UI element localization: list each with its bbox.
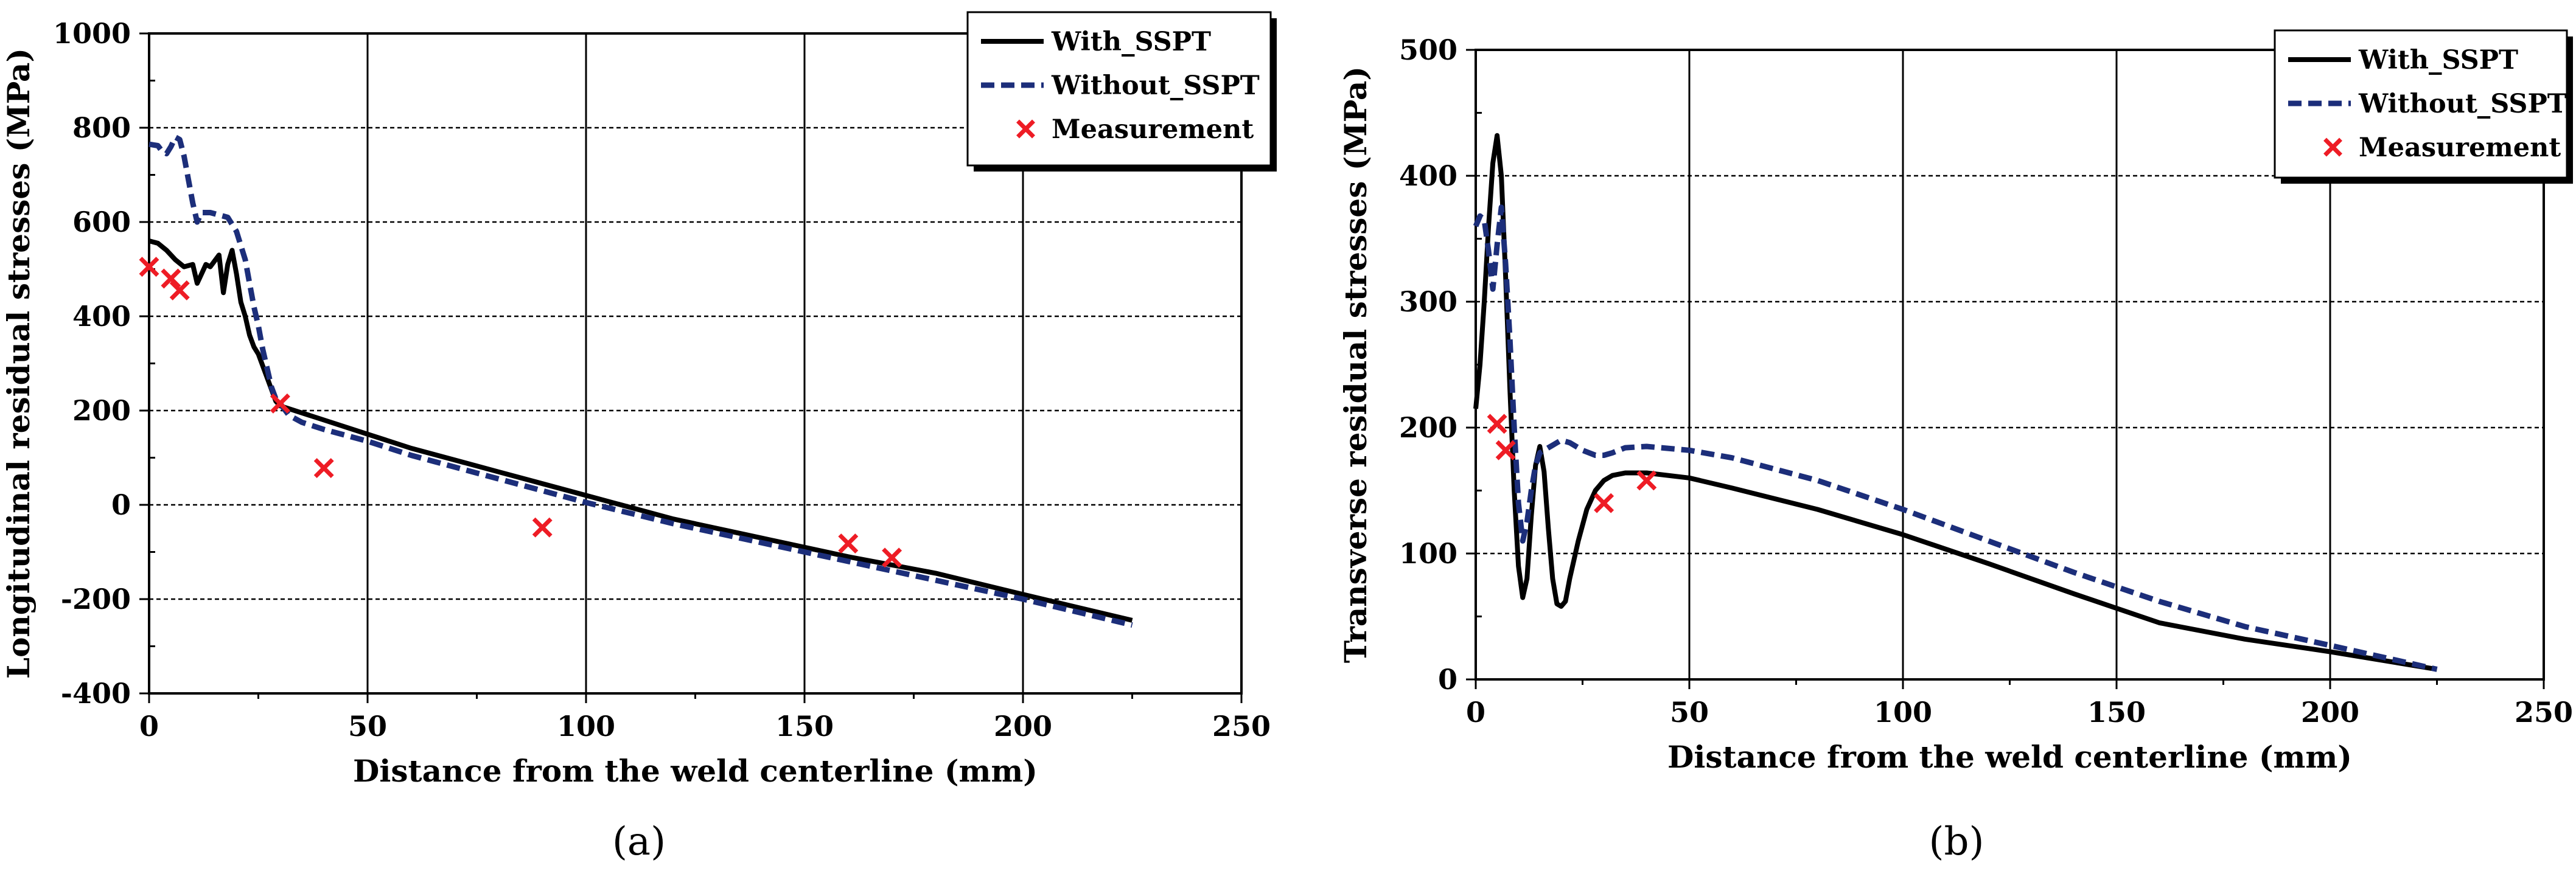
x-tick-label: 200 [994, 710, 1052, 743]
plot-frame [148, 32, 1243, 695]
x-tick-label: 250 [1212, 710, 1271, 743]
legend-marker-symbol [1016, 119, 1035, 139]
measurement-marker [1594, 493, 1614, 513]
measurement-marker [161, 268, 181, 289]
x-tick-label: 50 [348, 710, 387, 743]
legend-box [2274, 29, 2568, 179]
legend-label: Measurement [1052, 114, 1254, 145]
y-tick-label: 0 [1438, 663, 1457, 696]
series-with-sspt-line [148, 238, 1133, 623]
legend-marker-symbol [2323, 137, 2342, 157]
legend-label: With_SSPT [2358, 45, 2518, 75]
panel-label: (a) [612, 819, 666, 864]
y-tick-label: 800 [72, 111, 131, 144]
measurement-marker [1636, 470, 1657, 491]
measurement-marker [882, 547, 902, 568]
measurement-marker [270, 393, 290, 414]
y-tick-label: 0 [111, 488, 131, 521]
x-tick-label: 100 [557, 710, 615, 743]
y-tick-label: 600 [72, 206, 131, 238]
y-tick-label: 100 [1399, 537, 1457, 570]
measurement-marker [838, 533, 859, 554]
chart-a: 0 50 100 150 200 250 -400 -200 0 200 400 600 800 1000… [1, 11, 1277, 864]
y-tick-label: 1000 [53, 17, 131, 50]
x-tick-label: 100 [1874, 696, 1932, 729]
x-tick-label: 150 [2087, 696, 2146, 729]
plot-frame [1475, 49, 2545, 681]
y-tick-label: 500 [1399, 33, 1457, 66]
y-tick-label: 200 [72, 394, 131, 427]
measurement-marker [313, 458, 334, 479]
y-tick-label: 400 [72, 300, 131, 333]
y-tick-label: 200 [1399, 411, 1457, 444]
x-axis-title: Distance from the weld centerline (mm) [1667, 739, 2352, 775]
measurement-marker [1495, 440, 1516, 460]
x-tick-label: 50 [1670, 696, 1709, 729]
x-tick-label: 0 [1466, 696, 1485, 729]
x-tick-label: 200 [2301, 696, 2359, 729]
measurement-marker [1487, 414, 1507, 434]
x-tick-label: 0 [139, 710, 159, 743]
series-without-sspt-line [148, 134, 1133, 628]
y-axis-title: Transverse residual stresses (MPa) [1338, 66, 1374, 663]
y-tick-label: 400 [1399, 159, 1457, 192]
y-tick-label: -200 [61, 583, 131, 616]
legend-label: With_SSPT [1051, 27, 1211, 57]
legend-label: Without_SSPT [2358, 89, 2567, 119]
legend-label: Measurement [2359, 133, 2561, 163]
y-tick-label: 300 [1399, 285, 1457, 318]
y-axis-title: Longitudinal residual stresses (MPa) [1, 48, 37, 679]
series-without-sspt-line [1473, 204, 2438, 672]
legend-box [966, 11, 1272, 167]
x-tick-label: 150 [775, 710, 834, 743]
measurement-marker [532, 517, 553, 538]
x-tick-label: 250 [2515, 696, 2573, 729]
measurement-marker [169, 280, 190, 300]
panel-label: (b) [1929, 819, 1984, 864]
y-tick-label: -400 [61, 677, 131, 710]
chart-b: 0 50 100 150 200 250 0 100 200 300 400 500 With_SSPT… [1338, 29, 2573, 864]
x-axis-title: Distance from the weld centerline (mm) [353, 753, 1038, 789]
legend-label: Without_SSPT [1051, 71, 1260, 101]
series-with-sspt-line [1473, 133, 2438, 672]
measurement-marker [139, 257, 159, 277]
